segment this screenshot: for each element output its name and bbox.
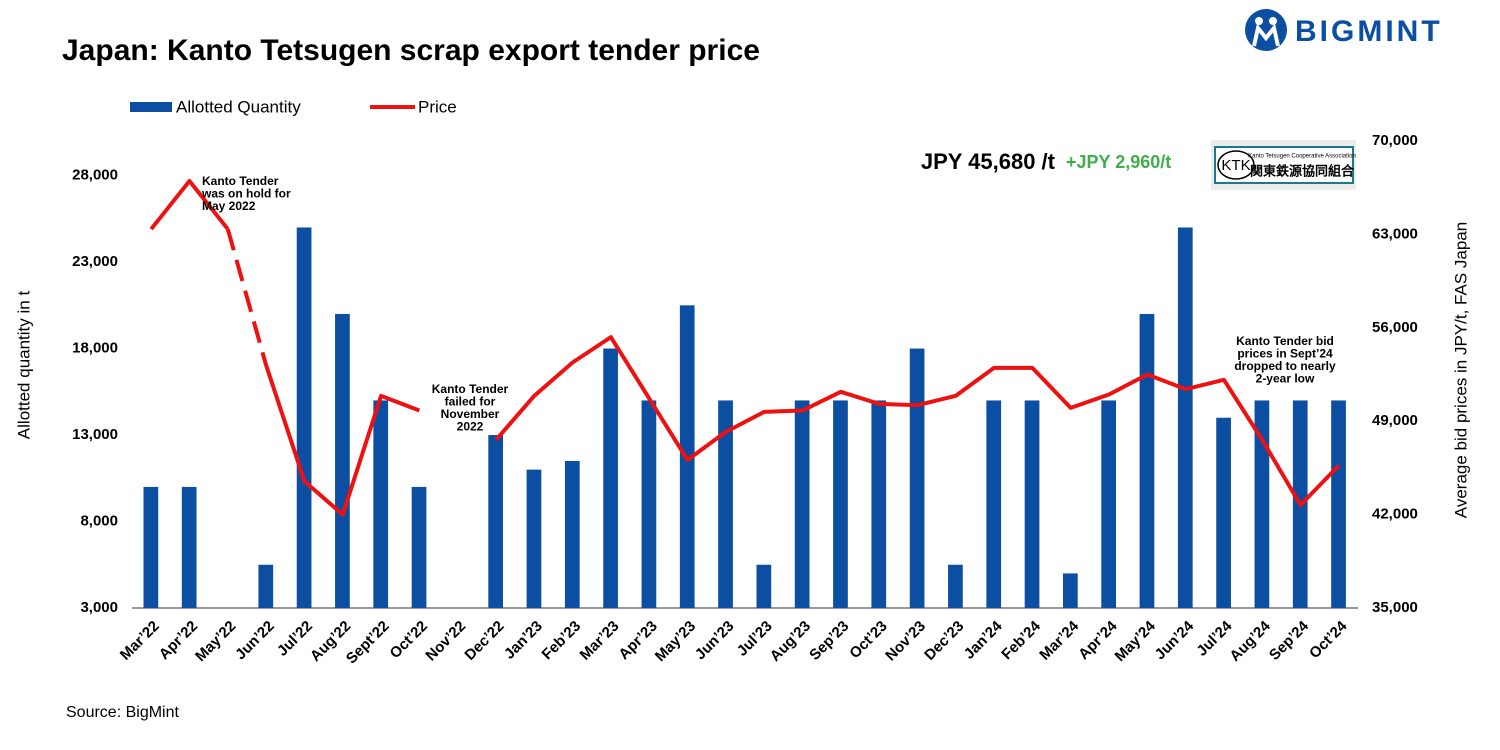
bar bbox=[526, 469, 542, 608]
bar bbox=[143, 486, 159, 608]
x-tick-label: Jan’24 bbox=[961, 617, 1007, 663]
annotation: 2-year low bbox=[1256, 372, 1315, 386]
y-tick-label: 3,000 bbox=[80, 599, 118, 616]
bar bbox=[335, 313, 350, 608]
bar bbox=[603, 348, 618, 608]
badge-ring bbox=[1217, 150, 1255, 180]
ktk-badge: KTK Kanto Tetsugen Cooperative Associati… bbox=[1211, 140, 1356, 190]
y-tick-label: 18,000 bbox=[72, 340, 118, 357]
logo-icon bbox=[1255, 17, 1263, 25]
headline-price: JPY 45,680 /t bbox=[921, 149, 1056, 174]
x-tick-label: Jun’22 bbox=[232, 618, 278, 664]
bar bbox=[833, 400, 848, 608]
x-tick-label: May’24 bbox=[1112, 617, 1160, 665]
legend-label: Allotted Quantity bbox=[176, 97, 301, 116]
legend-label: Price bbox=[418, 97, 457, 116]
x-tick-label: Mar’22 bbox=[117, 618, 163, 664]
bar bbox=[373, 400, 389, 608]
bar bbox=[564, 460, 580, 608]
x-tick-label: Sep’24 bbox=[1266, 617, 1313, 664]
y2-tick-label: 70,000 bbox=[1372, 132, 1418, 149]
bar bbox=[411, 486, 427, 608]
bar bbox=[718, 400, 733, 608]
headline-change: +JPY 2,960/t bbox=[1066, 152, 1171, 172]
bar bbox=[258, 564, 274, 608]
chart-title: Japan: Kanto Tetsugen scrap export tende… bbox=[62, 34, 760, 67]
bar bbox=[756, 564, 772, 608]
x-tick-label: Feb’23 bbox=[539, 618, 585, 664]
x-tick-label: Sept’22 bbox=[343, 618, 393, 668]
annotation: dropped to nearly bbox=[1234, 359, 1336, 373]
x-tick-label: Jan’23 bbox=[501, 618, 546, 663]
bar bbox=[1216, 417, 1231, 608]
bar bbox=[794, 400, 810, 608]
bar bbox=[948, 564, 963, 608]
logo-icon bbox=[1269, 17, 1277, 25]
y-tick-label: 28,000 bbox=[72, 167, 118, 184]
brand-logo: BIGMINT bbox=[1245, 9, 1443, 51]
annotation: failed for bbox=[445, 395, 496, 409]
line-dashed bbox=[225, 228, 269, 366]
line bbox=[149, 179, 230, 231]
bar bbox=[1139, 313, 1155, 608]
y-tick-label: 8,000 bbox=[80, 512, 118, 529]
bar bbox=[296, 227, 312, 608]
x-tick-label: Oct’24 bbox=[1306, 617, 1351, 662]
legend-swatch bbox=[130, 102, 172, 112]
logo-icon bbox=[1245, 9, 1287, 51]
x-tick-label: Aug’24 bbox=[1226, 617, 1274, 665]
x-tick-label: Jun’24 bbox=[1152, 617, 1198, 663]
y-tick-label: 23,000 bbox=[72, 253, 118, 270]
x-tick-label: Dec’23 bbox=[921, 618, 967, 664]
x-tick-label: Dec’22 bbox=[461, 618, 507, 664]
brand-name: BIGMINT bbox=[1295, 15, 1443, 48]
y2-tick-label: 56,000 bbox=[1372, 319, 1418, 336]
annotation: Kanto Tender bbox=[202, 174, 279, 188]
badge-japanese: 関東鉄源協同組合 bbox=[1250, 163, 1355, 178]
x-tick-label: Jun’23 bbox=[692, 618, 738, 664]
x-tick-label: May’22 bbox=[192, 618, 239, 665]
badge-mark: KTK bbox=[1221, 157, 1250, 174]
x-tick-label: Nov’22 bbox=[422, 618, 469, 665]
y2-tick-label: 42,000 bbox=[1372, 506, 1418, 523]
bar bbox=[909, 348, 925, 608]
x-tick-label: Feb’24 bbox=[998, 617, 1044, 663]
annotation: Kanto Tender bbox=[432, 382, 509, 396]
badge-english: Kanto Tetsugen Cooperative Association bbox=[1248, 154, 1356, 160]
y2-tick-label: 49,000 bbox=[1372, 412, 1418, 429]
bar bbox=[1024, 400, 1040, 608]
x-tick-label: Aug’23 bbox=[767, 618, 814, 665]
bar bbox=[1254, 400, 1270, 608]
y2-tick-label: 63,000 bbox=[1372, 225, 1418, 242]
x-tick-label: Nov’23 bbox=[882, 618, 929, 665]
annotation: May 2022 bbox=[202, 199, 256, 213]
annotation: 2022 bbox=[457, 420, 484, 434]
annotation: was on hold for bbox=[201, 187, 291, 201]
annotation: November bbox=[441, 407, 500, 421]
line bbox=[494, 335, 1341, 507]
annotation: prices in Sept’24 bbox=[1237, 347, 1333, 361]
bar bbox=[641, 400, 657, 608]
y-tick-label: 13,000 bbox=[72, 426, 118, 443]
bar bbox=[986, 400, 1002, 608]
bar bbox=[871, 400, 887, 608]
x-tick-label: Mar’23 bbox=[577, 618, 623, 664]
source: Source: BigMint bbox=[66, 704, 179, 721]
bar bbox=[1177, 227, 1193, 608]
x-tick-label: Sep’23 bbox=[806, 618, 852, 664]
bar bbox=[488, 435, 504, 608]
line bbox=[264, 364, 421, 517]
bar bbox=[181, 486, 197, 608]
bar bbox=[1101, 400, 1117, 608]
x-tick-label: Mar’24 bbox=[1036, 617, 1082, 663]
y-axis-label: Allotted quantity in t bbox=[14, 291, 33, 440]
logo-icon bbox=[1252, 23, 1280, 47]
y2-tick-label: 35,000 bbox=[1372, 599, 1418, 616]
annotation: Kanto Tender bid bbox=[1236, 334, 1334, 348]
y2-axis-label: Average bid prices in JPY/t, FAS Japan bbox=[1451, 222, 1470, 518]
x-tick-label: May’23 bbox=[652, 618, 699, 665]
bar bbox=[1331, 400, 1346, 608]
bar bbox=[1062, 573, 1078, 608]
